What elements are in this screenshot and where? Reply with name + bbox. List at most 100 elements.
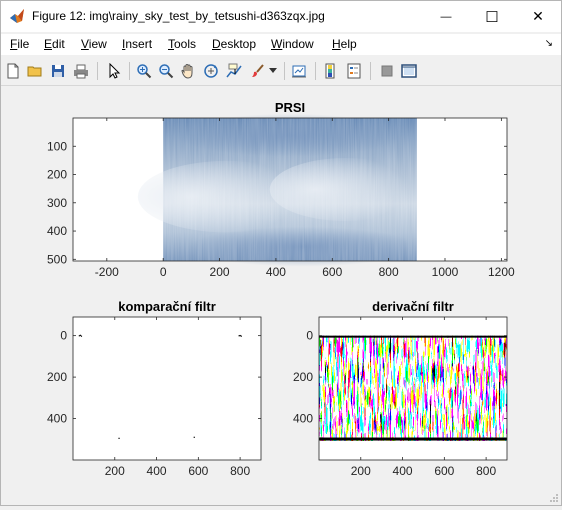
axes-frame-0 — [72, 117, 508, 262]
close-icon: ✕ — [532, 8, 544, 24]
y-tick-label: 200 — [293, 370, 313, 384]
print-button[interactable] — [71, 61, 91, 81]
colorbar-icon — [325, 63, 335, 79]
y-tick-label: 400 — [293, 412, 313, 426]
y-tick-label: 0 — [60, 329, 67, 343]
data-cursor-icon — [226, 63, 242, 78]
scatter-point — [79, 334, 82, 336]
chart-title: PRSI — [275, 100, 305, 115]
save-icon — [52, 65, 64, 77]
rotate-3d-button[interactable] — [201, 61, 221, 81]
zoom-in-button[interactable] — [134, 61, 154, 81]
zoom-in-icon — [137, 64, 152, 79]
open-file-icon — [27, 66, 42, 77]
x-tick-label: 600 — [188, 464, 208, 478]
axes-background-1 — [73, 317, 261, 460]
chart-title: komparační filtr — [118, 299, 216, 314]
title-bar[interactable]: Figure 12: img\rainy_sky_test_by_tetsush… — [1, 1, 561, 32]
y-tick-label: 200 — [47, 168, 67, 182]
save-button[interactable] — [48, 61, 68, 81]
menu-window[interactable]: Window — [271, 37, 314, 51]
window-title: Figure 12: img\rainy_sky_test_by_tetsush… — [32, 9, 325, 23]
y-tick-label: 0 — [306, 329, 313, 343]
x-tick-label: 0 — [160, 265, 167, 279]
maximize-button[interactable]: ☐ — [469, 1, 515, 32]
y-tick-label: 100 — [47, 139, 67, 153]
x-tick-label: 200 — [105, 464, 125, 478]
x-tick-label: 400 — [147, 464, 167, 478]
show-plot-tools-icon — [401, 64, 417, 78]
scatter-point — [193, 436, 195, 438]
x-tick-label: 800 — [379, 265, 399, 279]
scatter-point — [240, 335, 242, 337]
x-tick-label: 800 — [476, 464, 496, 478]
zoom-out-icon — [159, 64, 174, 79]
link-plot-icon — [292, 65, 306, 78]
x-tick-label: 600 — [322, 265, 342, 279]
resize-grip-icon[interactable] — [549, 493, 559, 503]
minimize-icon: — — [440, 10, 452, 23]
edge-map-bottom-border — [319, 437, 507, 441]
y-tick-label: 400 — [47, 224, 67, 238]
scatter-point — [238, 335, 240, 337]
print-icon — [74, 64, 88, 79]
chart-title: derivační filtr — [372, 299, 454, 314]
menu-edit[interactable]: Edit — [44, 37, 65, 51]
rotate-3d-icon — [204, 64, 218, 78]
x-tick-label: -200 — [95, 265, 119, 279]
pan-icon — [181, 63, 193, 79]
x-tick-label: 600 — [434, 464, 454, 478]
figure-toolbar — [1, 57, 561, 86]
hide-plot-tools-icon — [381, 65, 393, 77]
colorbar-button[interactable] — [321, 61, 341, 81]
rain-streaks — [163, 118, 417, 261]
y-tick-label: 300 — [47, 196, 67, 210]
edge-map-image — [319, 335, 507, 441]
x-tick-label: 400 — [393, 464, 413, 478]
menu-file[interactable]: File — [10, 37, 30, 51]
brush-dropdown-button[interactable] — [267, 61, 279, 81]
pointer-button[interactable] — [104, 61, 124, 81]
brush-icon — [252, 64, 264, 77]
scatter-point — [80, 335, 83, 337]
brush-dropdown-icon — [269, 68, 277, 73]
pan-button[interactable] — [178, 61, 198, 81]
close-button[interactable]: ✕ — [515, 1, 561, 32]
legend-icon — [347, 63, 361, 79]
pointer-icon — [109, 63, 121, 79]
menu-help[interactable]: Help — [332, 37, 357, 51]
y-tick-label: 200 — [47, 370, 67, 384]
show-plot-tools-button[interactable] — [399, 61, 419, 81]
dock-arrow-icon[interactable]: ↘ — [544, 38, 553, 49]
figure-canvas[interactable]: -200 0 200 400 600 800 1000 1200 100 200 300 400 500… — [1, 86, 561, 505]
scatter-point — [239, 334, 241, 337]
menu-insert[interactable]: Insert — [122, 37, 153, 51]
menu-desktop[interactable]: Desktop — [212, 37, 257, 51]
zoom-out-button[interactable] — [156, 61, 176, 81]
brush-button[interactable] — [248, 61, 268, 81]
new-figure-icon — [7, 63, 19, 79]
y-tick-label: 400 — [47, 412, 67, 426]
x-tick-label: 1200 — [488, 265, 515, 279]
new-figure-button[interactable] — [3, 61, 23, 81]
edge-map-top-border — [319, 335, 507, 338]
maximize-icon: ☐ — [485, 8, 499, 26]
minimize-button[interactable]: — — [423, 1, 469, 32]
axes-frame-1 — [72, 316, 262, 461]
menu-bar: File Edit View Insert Tools Desktop Wind… — [1, 34, 561, 55]
data-cursor-button[interactable] — [224, 61, 244, 81]
hide-plot-tools-button[interactable] — [377, 61, 397, 81]
menu-tools[interactable]: Tools — [168, 37, 197, 51]
open-file-button[interactable] — [25, 61, 45, 81]
axes-frame-2 — [318, 316, 508, 461]
legend-button[interactable] — [344, 61, 364, 81]
y-tick-label: 500 — [47, 252, 67, 266]
scatter-point — [78, 335, 80, 337]
figure-svg: -200 0 200 400 600 800 1000 1200 100 200 300 400 500… — [47, 100, 515, 478]
menu-view[interactable]: View — [81, 37, 107, 51]
link-plot-button[interactable] — [289, 61, 309, 81]
x-tick-label: 200 — [351, 464, 371, 478]
x-tick-label: 800 — [230, 464, 250, 478]
x-tick-label: 200 — [210, 265, 230, 279]
